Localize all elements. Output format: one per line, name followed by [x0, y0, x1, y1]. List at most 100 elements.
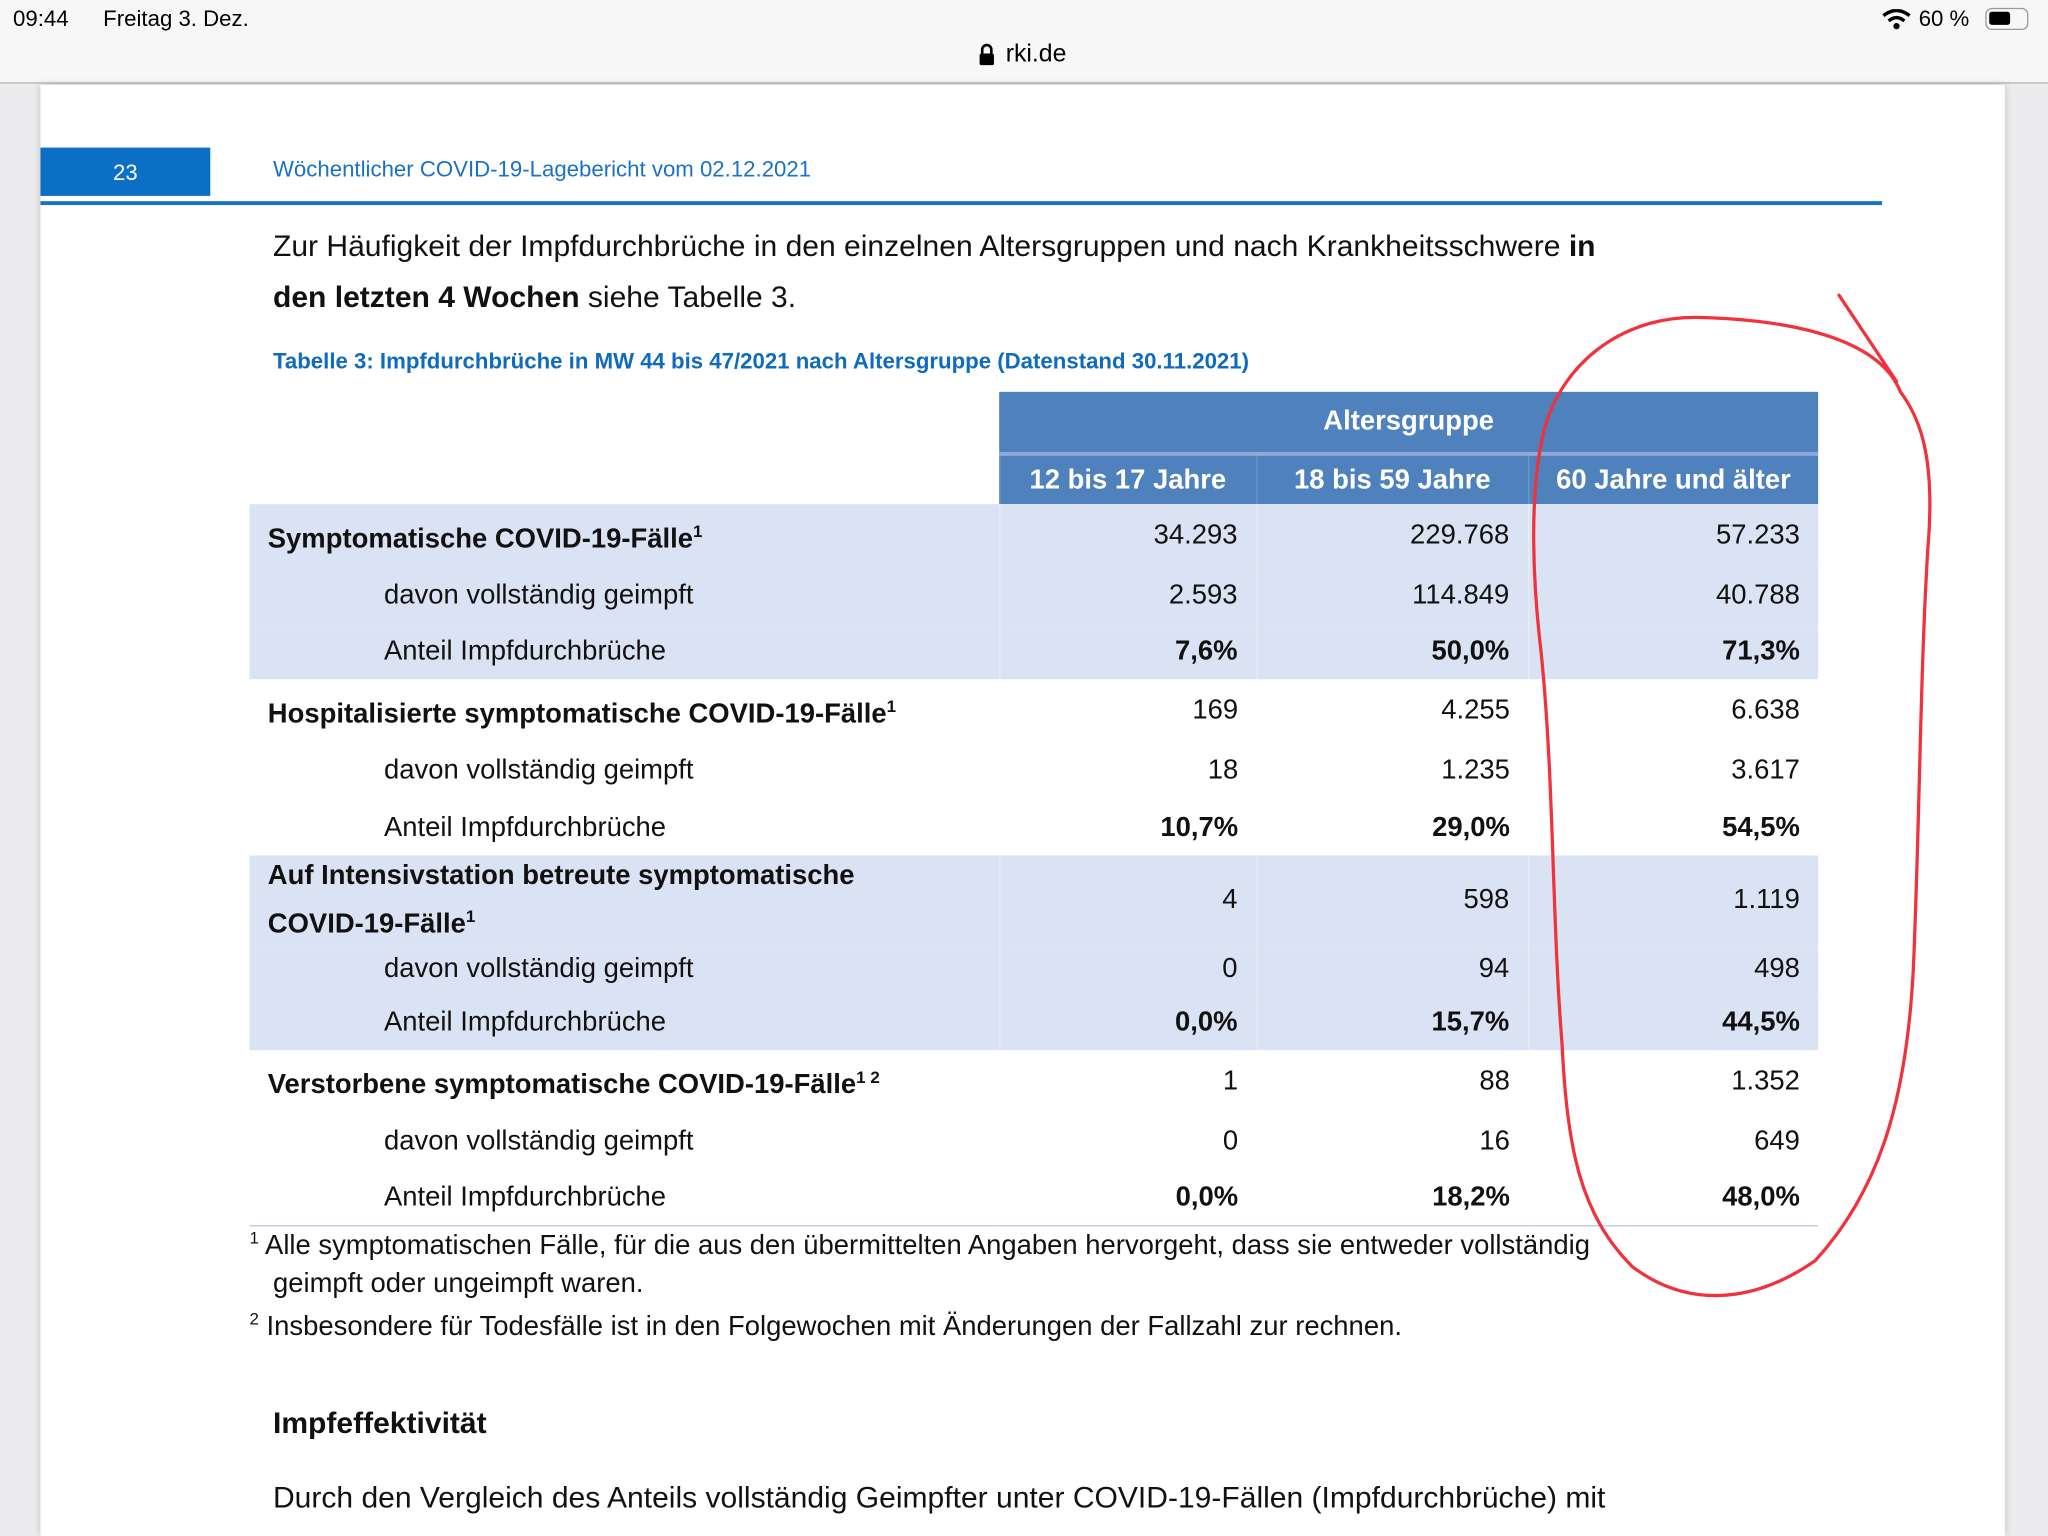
table-row: Anteil Impfdurchbrüche 0,0% 15,7% 44,5%: [249, 993, 1819, 1051]
cell-value: 50,0%: [1255, 624, 1529, 680]
table-row: Auf Intensivstation betreute symptomatis…: [249, 855, 1819, 945]
row-label-text: Symptomatische COVID-19-Fälle: [267, 523, 694, 554]
clock: 09:44: [13, 6, 69, 32]
cell-value: 94: [1255, 944, 1529, 994]
table-row: davon vollständig geimpft 2.593 114.849 40.…: [249, 565, 1819, 625]
footnote-ref: 1 2: [856, 1067, 880, 1087]
table-row: Anteil Impfdurchbrüche 0,0% 18,2% 48,0%: [249, 1170, 1819, 1226]
cell-value: 649: [1754, 1125, 1800, 1156]
lock-icon: [979, 43, 994, 66]
cell-value: 6.638: [1731, 694, 1800, 725]
battery-icon: [1985, 7, 2029, 31]
row-label: Auf Intensivstation betreute symptomatis…: [249, 855, 1000, 945]
row-label-text: Verstorbene symptomatische COVID-19-Fäll…: [267, 1069, 857, 1100]
row-label-text: Hospitalisierte symptomatische COVID-19-…: [267, 698, 887, 729]
row-label: davon vollständig geimpft: [383, 754, 694, 785]
column-header: 18 bis 59 Jahre: [1255, 453, 1529, 505]
cell-value: 15,7%: [1255, 993, 1529, 1051]
cell-value: 40.788: [1527, 565, 1819, 625]
cell-value: 7,6%: [998, 624, 1257, 680]
column-header: 12 bis 17 Jahre: [998, 453, 1257, 505]
row-label: Anteil Impfdurchbrüche: [249, 1170, 1000, 1226]
cell-value: 54,5%: [1722, 811, 1800, 842]
cell-value: 10,7%: [1160, 811, 1239, 842]
url-field[interactable]: rki.de: [1005, 40, 1067, 68]
cell-value: 18,2%: [1256, 1170, 1529, 1226]
cell-value: 1.352: [1731, 1065, 1800, 1096]
footnote-1: 1 Alle symptomatischen Fälle, für die au…: [249, 1228, 1590, 1262]
row-label: davon vollständig geimpft: [249, 565, 1000, 625]
footnote-ref: 1: [693, 521, 703, 541]
cell-value: 16: [1479, 1125, 1510, 1156]
cell-value: 0: [1222, 1125, 1239, 1156]
cell-value: 29,0%: [1432, 811, 1510, 842]
intro-text: Zur Häufigkeit der Impfdurchbrüche in de…: [272, 228, 1569, 263]
row-label: Symptomatische COVID-19-Fälle1: [249, 504, 1000, 566]
table-row: Verstorbene symptomatische COVID-19-Fäll…: [249, 1050, 1818, 1111]
column-header: 60 Jahre und älter: [1527, 453, 1819, 505]
cell-value: 3.617: [1731, 754, 1800, 785]
table-row: davon vollständig geimpft 0 94 498: [249, 944, 1819, 994]
table-row: Anteil Impfdurchbrüche 7,6% 50,0% 71,3%: [249, 624, 1819, 680]
battery-percent: 60 %: [1918, 6, 1970, 32]
cell-value: 57.233: [1527, 504, 1819, 566]
cell-value: 4.255: [1441, 694, 1510, 725]
table-row: Symptomatische COVID-19-Fälle1 34.293 229.…: [249, 504, 1819, 566]
cell-value: 1.235: [1441, 754, 1510, 785]
section-heading: Impfeffektivität: [272, 1405, 487, 1440]
cell-value: 44,5%: [1527, 993, 1819, 1051]
header-rule: [40, 201, 1883, 206]
row-label: Anteil Impfdurchbrüche: [383, 811, 667, 842]
intro-text: siehe Tabelle 3.: [579, 279, 797, 314]
footnote-1-cont: geimpft oder ungeimpft waren.: [272, 1268, 644, 1299]
row-label: Hospitalisierte symptomatische COVID-19-…: [249, 679, 999, 740]
cell-value: 0: [998, 944, 1257, 994]
cell-value: 498: [1527, 944, 1819, 994]
cell-value: 229.768: [1255, 504, 1529, 566]
cell-value: 4: [998, 855, 1257, 945]
cell-value: 48,0%: [1528, 1170, 1819, 1226]
wifi-icon: [1882, 9, 1911, 30]
footnote-mark: 2: [249, 1308, 259, 1329]
footnote-ref: 1: [465, 906, 476, 927]
cell-value: 2.593: [998, 565, 1257, 625]
intro-line-1: Zur Häufigkeit der Impfdurchbrüche in de…: [273, 229, 1596, 264]
cell-value: 114.849: [1255, 565, 1529, 625]
footnote-text: Alle symptomatischen Fälle, für die aus …: [258, 1230, 1590, 1261]
running-header: Wöchentlicher COVID-19-Lagebericht vom 0…: [272, 156, 812, 182]
cell-value: 0,0%: [999, 1170, 1257, 1226]
pdf-page: [40, 84, 2005, 1536]
cell-value: 34.293: [998, 504, 1257, 566]
table-row: Hospitalisierte symptomatische COVID-19-…: [249, 679, 1818, 740]
table-row: davon vollständig geimpft 18 1.235 3.617: [249, 741, 1818, 800]
row-label-text: Auf Intensivstation betreute symptomatis…: [267, 860, 855, 891]
table-row: Anteil Impfdurchbrüche 10,7% 29,0% 54,5%: [249, 799, 1818, 855]
page-number-badge: 23: [40, 147, 211, 196]
cell-value: 1: [1222, 1065, 1239, 1096]
intro-bold: den letzten 4 Wochen: [272, 279, 580, 314]
cell-value: 88: [1479, 1065, 1510, 1096]
empty-corner: [249, 391, 1000, 454]
footnote-ref: 1: [886, 696, 897, 716]
footnote-2: 2 Insbesondere für Todesfälle ist in den…: [249, 1309, 1401, 1343]
intro-line-2: den letzten 4 Wochen siehe Tabelle 3.: [273, 280, 796, 315]
cell-value: 1.119: [1527, 855, 1819, 945]
row-label-text: COVID-19-Fälle: [267, 909, 466, 940]
table-row: davon vollständig geimpft 0 16 649: [249, 1112, 1818, 1171]
group-header: Altersgruppe: [999, 391, 1819, 456]
row-label: davon vollständig geimpft: [383, 1125, 694, 1156]
footnote-text: Insbesondere für Todesfälle ist in den F…: [258, 1311, 1402, 1342]
breakthrough-table: Altersgruppe 12 bis 17 Jahre 18 bis 59 J…: [249, 391, 1819, 1226]
cell-value: 0,0%: [998, 993, 1257, 1051]
row-label: Verstorbene symptomatische COVID-19-Fäll…: [249, 1050, 999, 1111]
body-text: Durch den Vergleich des Anteils vollstän…: [272, 1479, 1606, 1514]
table-caption: Tabelle 3: Impfdurchbrüche in MW 44 bis …: [272, 348, 1250, 374]
date: Freitag 3. Dez.: [103, 6, 249, 32]
intro-bold: in: [1568, 228, 1596, 263]
status-bar: 09:44 Freitag 3. Dez. 60 % rki.de: [0, 0, 2048, 84]
row-label: Anteil Impfdurchbrüche: [249, 624, 1000, 680]
footnote-mark: 1: [249, 1227, 259, 1248]
cell-value: 598: [1255, 855, 1529, 945]
cell-value: 18: [1207, 754, 1239, 785]
